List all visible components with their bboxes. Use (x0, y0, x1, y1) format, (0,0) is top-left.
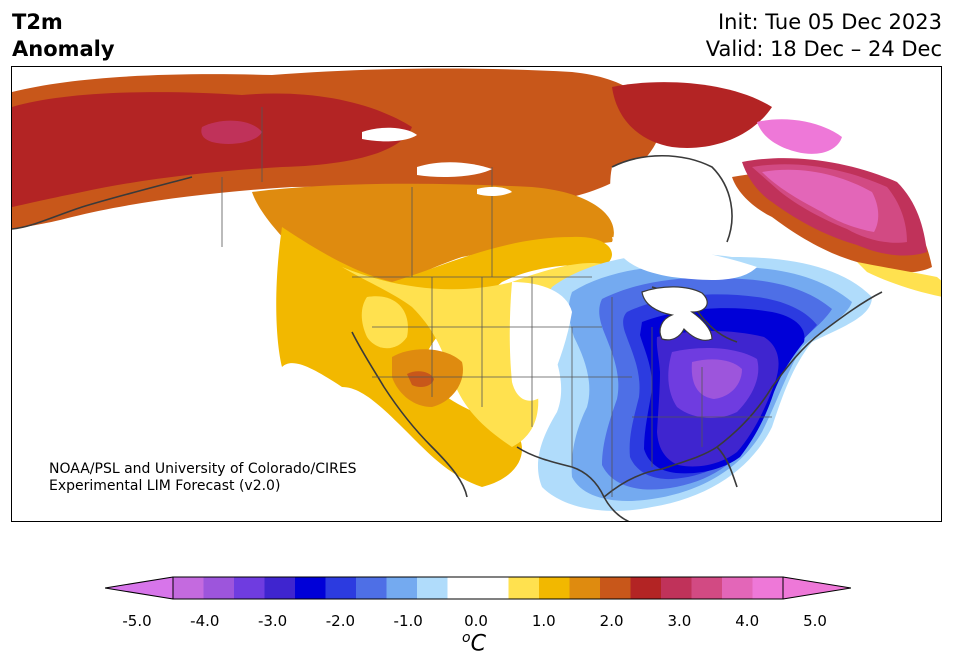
colorbar-segment (508, 577, 540, 599)
credit-line-1: NOAA/PSL and University of Colorado/CIRE… (49, 461, 357, 477)
colorbar (105, 576, 851, 600)
colorbar-segment (600, 577, 631, 599)
northern-lake-2 (417, 162, 492, 177)
anomaly-region-dark-red (12, 92, 412, 207)
colorbar-segment (569, 577, 601, 599)
title-variable: T2m (12, 10, 63, 34)
anomaly-region-crimson-north (201, 120, 262, 144)
colorbar-tick-label: 5.0 (803, 612, 827, 630)
political-borders (221, 107, 772, 497)
colorbar-tick-label: 2.0 (599, 612, 624, 630)
anomaly-map (11, 66, 942, 522)
anomaly-region-purple (691, 359, 742, 399)
colorbar-tick-label: -3.0 (257, 612, 288, 630)
credit-line-2: Experimental LIM Forecast (v2.0) (49, 478, 281, 494)
colorbar-unit: oC (462, 630, 486, 656)
near-zero-region-gulf (482, 487, 576, 521)
anomaly-region-east-yellow (857, 262, 941, 297)
colorbar-segment (661, 577, 692, 599)
northern-lake-3 (477, 186, 512, 197)
anomaly-region-dark-red-east (612, 82, 772, 148)
colorbar-tick-label: -4.0 (190, 612, 220, 630)
colorbar-segment (630, 577, 662, 599)
near-zero-region-hudson (610, 155, 732, 249)
anomaly-region-desert-red (407, 371, 434, 387)
colorbar-segment (295, 577, 326, 599)
colorbar-segment (539, 577, 570, 599)
colorbar-tick-label: 3.0 (667, 612, 692, 630)
colorbar-segment (173, 577, 204, 599)
unit-celsius: C (470, 631, 486, 657)
unit-degree: o (462, 630, 471, 646)
coastlines (12, 155, 883, 521)
colorbar-segment (691, 577, 723, 599)
anomaly-map-svg (12, 68, 941, 521)
colorbar-segment (325, 577, 357, 599)
colorbar-segment (356, 577, 387, 599)
colorbar-extend-low (105, 577, 173, 599)
near-zero-region-plains (509, 282, 572, 401)
colorbar-tick-label: -1.0 (393, 612, 423, 630)
colorbar-tick-label: -2.0 (325, 612, 356, 630)
great-lakes (641, 286, 713, 341)
colorbar-outline-low (105, 576, 174, 600)
near-zero-region-great-basin (612, 237, 757, 280)
anomaly-region-yellow-west (361, 296, 408, 349)
colorbar-segment (386, 577, 418, 599)
map-title: T2m Anomaly (12, 9, 115, 63)
colorbar-segment (722, 577, 753, 599)
anomaly-region-east-pink (762, 169, 879, 232)
anomaly-region-east-magenta (757, 119, 842, 154)
forecast-dates: Init: Tue 05 Dec 2023 Valid: 18 Dec – 24… (706, 9, 942, 63)
colorbar-segment (417, 577, 448, 599)
colorbar-segment (234, 577, 265, 599)
colorbar-segment (203, 577, 235, 599)
colorbar-segment (752, 577, 784, 599)
colorbar-tick-label: -5.0 (122, 612, 152, 630)
init-date: Init: Tue 05 Dec 2023 (717, 10, 942, 34)
credit-text: NOAA/PSL and University of Colorado/CIRE… (49, 461, 357, 495)
northern-lake-1 (362, 127, 417, 142)
colorbar-outline (172, 576, 784, 600)
anomaly-region-yellow-orange (276, 227, 612, 487)
colorbar-tick-label: 1.0 (531, 612, 556, 630)
colorbar-segment (264, 577, 296, 599)
colorbar-segment (478, 577, 509, 599)
colorbar-extend-high (783, 577, 851, 599)
colorbar-tick-label: 0.0 (464, 612, 488, 630)
colorbar-outline-high (782, 576, 851, 600)
colorbar-tick-label: 4.0 (735, 612, 760, 630)
valid-period: Valid: 18 Dec – 24 Dec (705, 37, 942, 61)
colorbar-segments (173, 577, 784, 599)
title-type: Anomaly (12, 37, 115, 61)
colorbar-segment (447, 577, 479, 599)
